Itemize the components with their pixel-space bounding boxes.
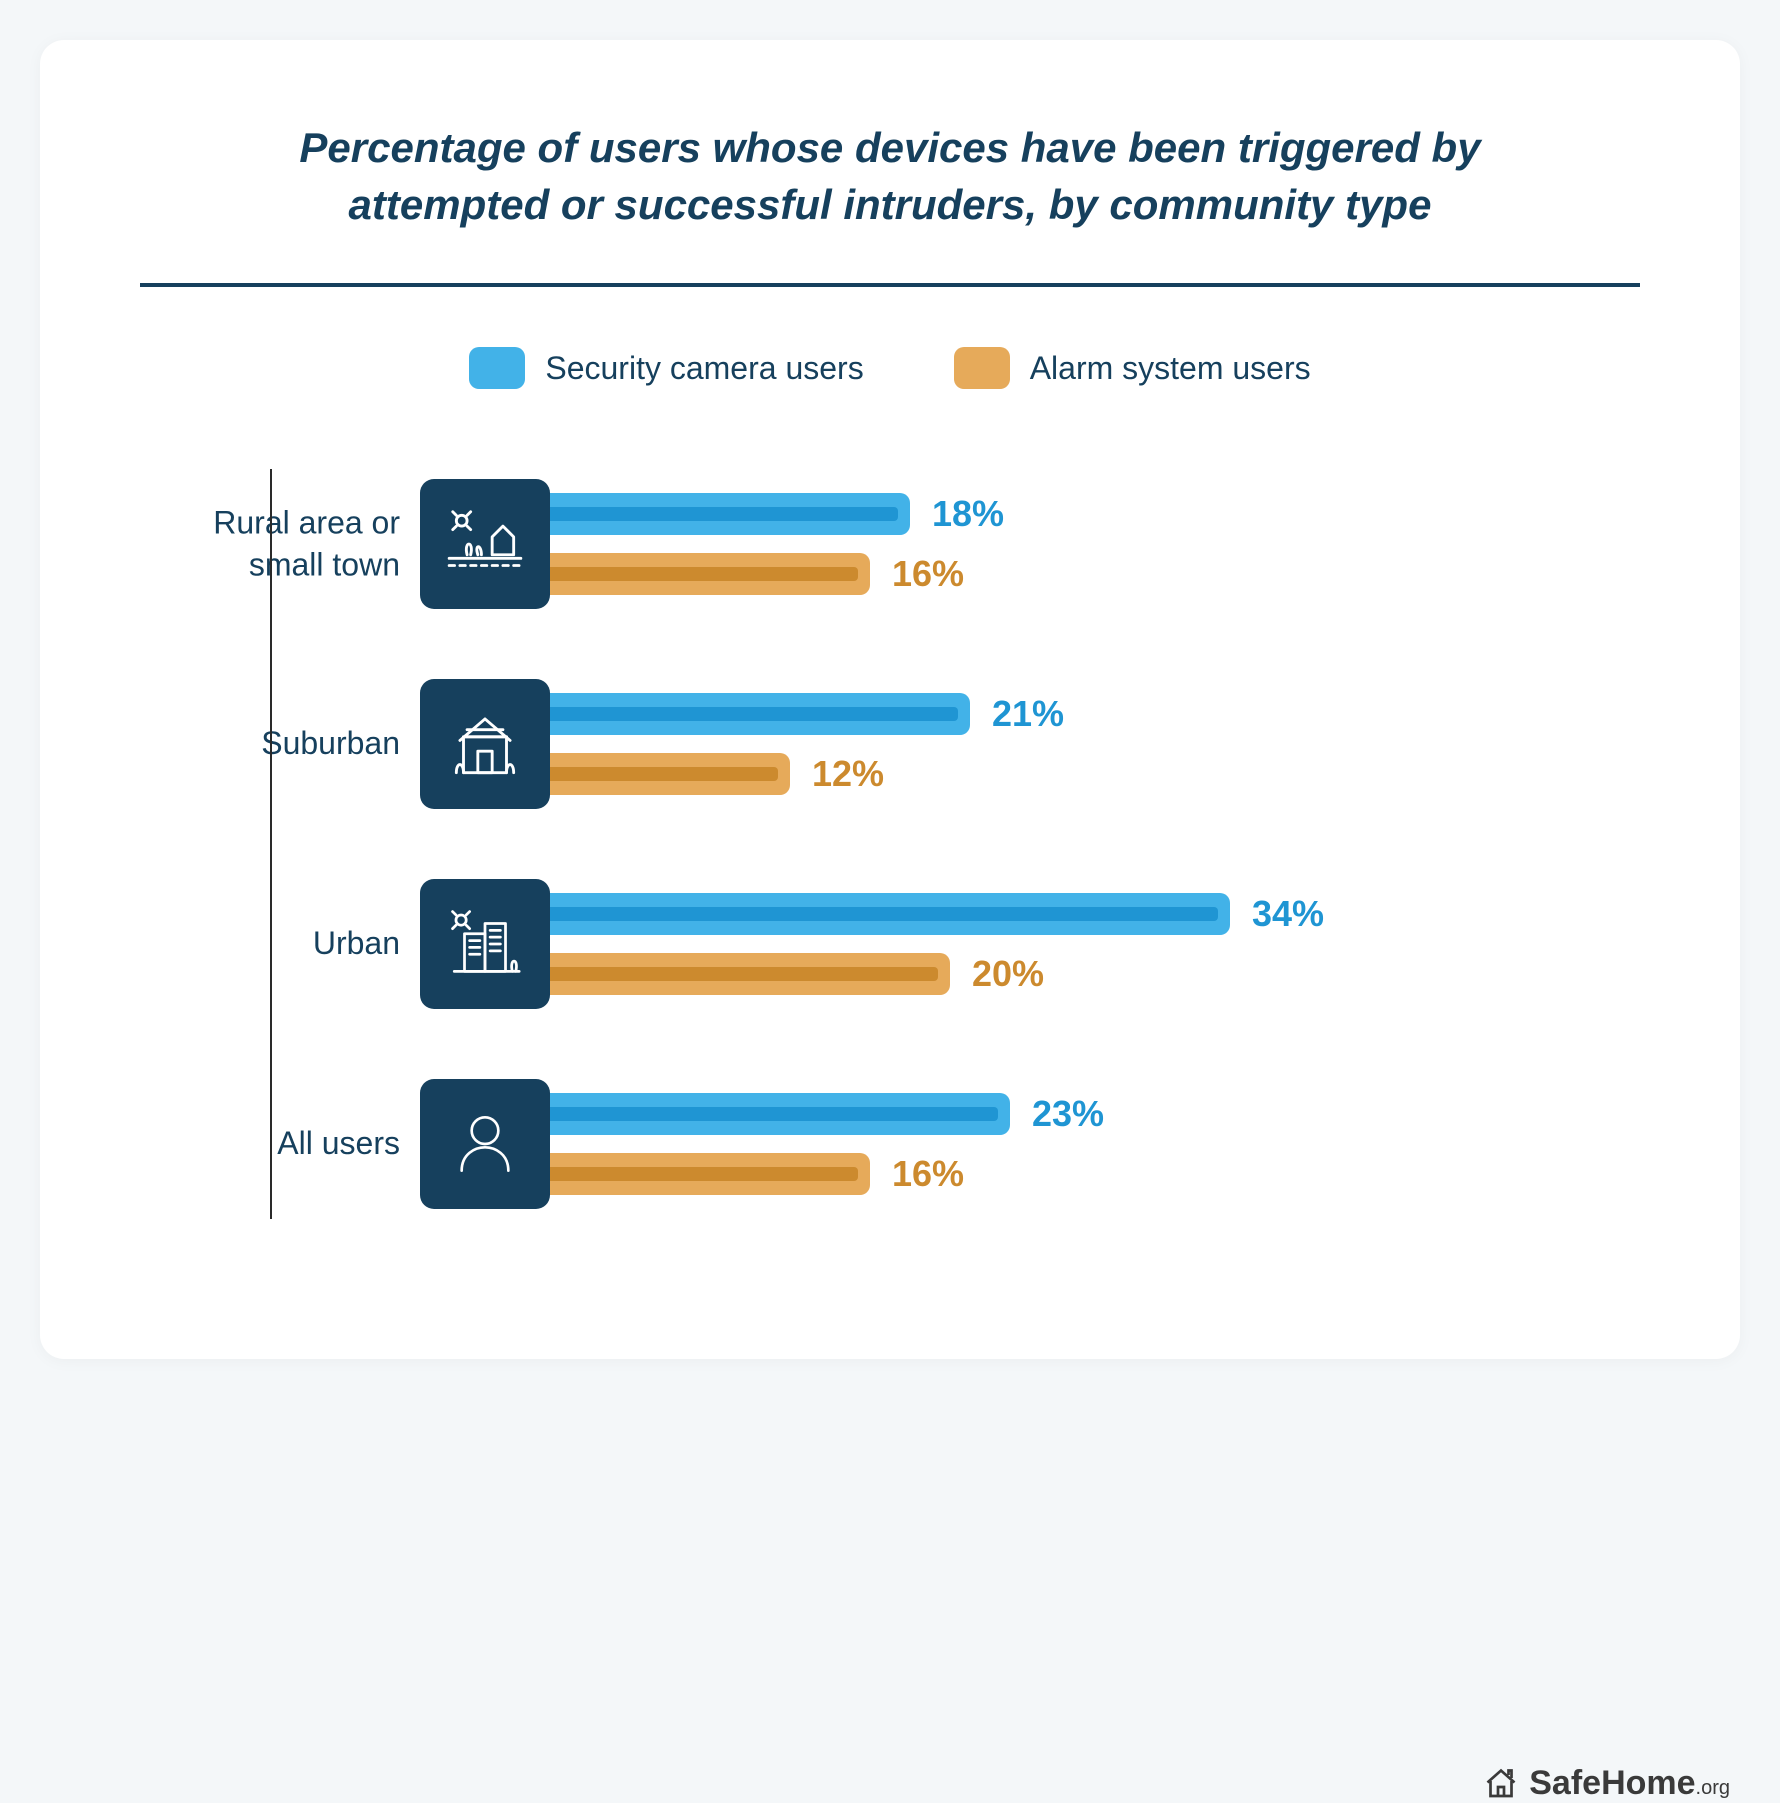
bar-row-alarm: 20%: [550, 953, 1324, 995]
bar-row-alarm: 16%: [550, 553, 1004, 595]
bar-row-camera: 34%: [550, 893, 1324, 935]
urban-icon: [420, 879, 550, 1009]
chart-area: Rural area orsmall town 18%16%Suburban 2…: [140, 479, 1640, 1209]
value-label-camera: 21%: [992, 693, 1064, 735]
axis-line: [270, 469, 272, 1219]
chart-row: All users 23%16%: [420, 1079, 1640, 1209]
legend-swatch-alarm: [954, 347, 1010, 389]
value-label-camera: 34%: [1252, 893, 1324, 935]
chart-rows: Rural area orsmall town 18%16%Suburban 2…: [420, 479, 1640, 1209]
chart-row: Rural area orsmall town 18%16%: [420, 479, 1640, 609]
legend-label-alarm: Alarm system users: [1030, 350, 1311, 387]
bar-row-alarm: 12%: [550, 753, 1064, 795]
value-label-alarm: 20%: [972, 953, 1044, 995]
bar-alarm: [550, 953, 950, 995]
bar-alarm: [550, 553, 870, 595]
bar-camera: [550, 1093, 1010, 1135]
value-label-camera: 23%: [1032, 1093, 1104, 1135]
title-divider: [140, 283, 1640, 287]
value-label-alarm: 12%: [812, 753, 884, 795]
bar-camera: [550, 493, 910, 535]
value-label-camera: 18%: [932, 493, 1004, 535]
bar-inner-camera: [550, 707, 958, 721]
legend-item-camera: Security camera users: [469, 347, 863, 389]
bar-inner-camera: [550, 1107, 998, 1121]
chart-title: Percentage of users whose devices have b…: [140, 120, 1640, 283]
chart-row: Suburban 21%12%: [420, 679, 1640, 809]
bars-wrap: 34% 20%: [550, 881, 1324, 1007]
value-label-alarm: 16%: [892, 1153, 964, 1195]
value-label-alarm: 16%: [892, 553, 964, 595]
legend-label-camera: Security camera users: [545, 350, 863, 387]
bar-camera: [550, 893, 1230, 935]
bar-inner-camera: [550, 507, 898, 521]
brand-logo: SafeHome.org: [1483, 1764, 1730, 1803]
bar-row-camera: 21%: [550, 693, 1064, 735]
bar-camera: [550, 693, 970, 735]
bar-row-alarm: 16%: [550, 1153, 1104, 1195]
legend: Security camera users Alarm system users: [140, 347, 1640, 389]
bar-alarm: [550, 753, 790, 795]
brand-name: SafeHome.org: [1529, 1764, 1730, 1803]
bar-alarm: [550, 1153, 870, 1195]
suburban-icon: [420, 679, 550, 809]
person-icon: [420, 1079, 550, 1209]
bar-inner-camera: [550, 907, 1218, 921]
bars-wrap: 23% 16%: [550, 1081, 1104, 1207]
bars-wrap: 18%16%: [550, 481, 1004, 607]
brand-name-text: SafeHome: [1529, 1764, 1695, 1802]
bar-row-camera: 23%: [550, 1093, 1104, 1135]
bar-row-camera: 18%: [550, 493, 1004, 535]
legend-item-alarm: Alarm system users: [954, 347, 1311, 389]
legend-swatch-camera: [469, 347, 525, 389]
rural-icon: [420, 479, 550, 609]
bar-inner-alarm: [550, 767, 778, 781]
chart-row: Urban 34%20%: [420, 879, 1640, 1009]
bar-inner-alarm: [550, 967, 938, 981]
bar-inner-alarm: [550, 567, 858, 581]
chart-card: Percentage of users whose devices have b…: [40, 40, 1740, 1359]
brand-ext-text: .org: [1696, 1777, 1730, 1799]
bar-inner-alarm: [550, 1167, 858, 1181]
house-icon: [1483, 1766, 1519, 1802]
bars-wrap: 21% 12%: [550, 681, 1064, 807]
